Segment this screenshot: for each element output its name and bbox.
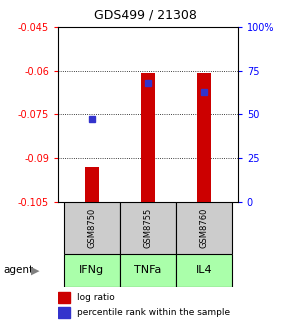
Text: GDS499 / 21308: GDS499 / 21308	[94, 9, 196, 22]
Bar	[176, 254, 232, 287]
Text: ▶: ▶	[30, 265, 39, 276]
Bar	[176, 202, 232, 254]
Bar	[141, 74, 155, 202]
Text: TNFa: TNFa	[134, 265, 162, 276]
Text: GSM8750: GSM8750	[87, 208, 96, 248]
Bar	[64, 254, 120, 287]
Text: IFNg: IFNg	[79, 265, 104, 276]
Bar	[58, 292, 70, 303]
Text: IL4: IL4	[196, 265, 212, 276]
Bar	[197, 74, 211, 202]
Text: GSM8760: GSM8760	[200, 207, 209, 248]
Bar	[64, 202, 120, 254]
Bar	[120, 202, 176, 254]
Bar	[85, 167, 99, 202]
Bar	[120, 254, 176, 287]
Text: percentile rank within the sample: percentile rank within the sample	[77, 308, 231, 317]
Text: log ratio: log ratio	[77, 293, 115, 302]
Text: GSM8755: GSM8755	[143, 208, 153, 248]
Text: agent: agent	[3, 265, 33, 276]
Bar	[58, 307, 70, 318]
